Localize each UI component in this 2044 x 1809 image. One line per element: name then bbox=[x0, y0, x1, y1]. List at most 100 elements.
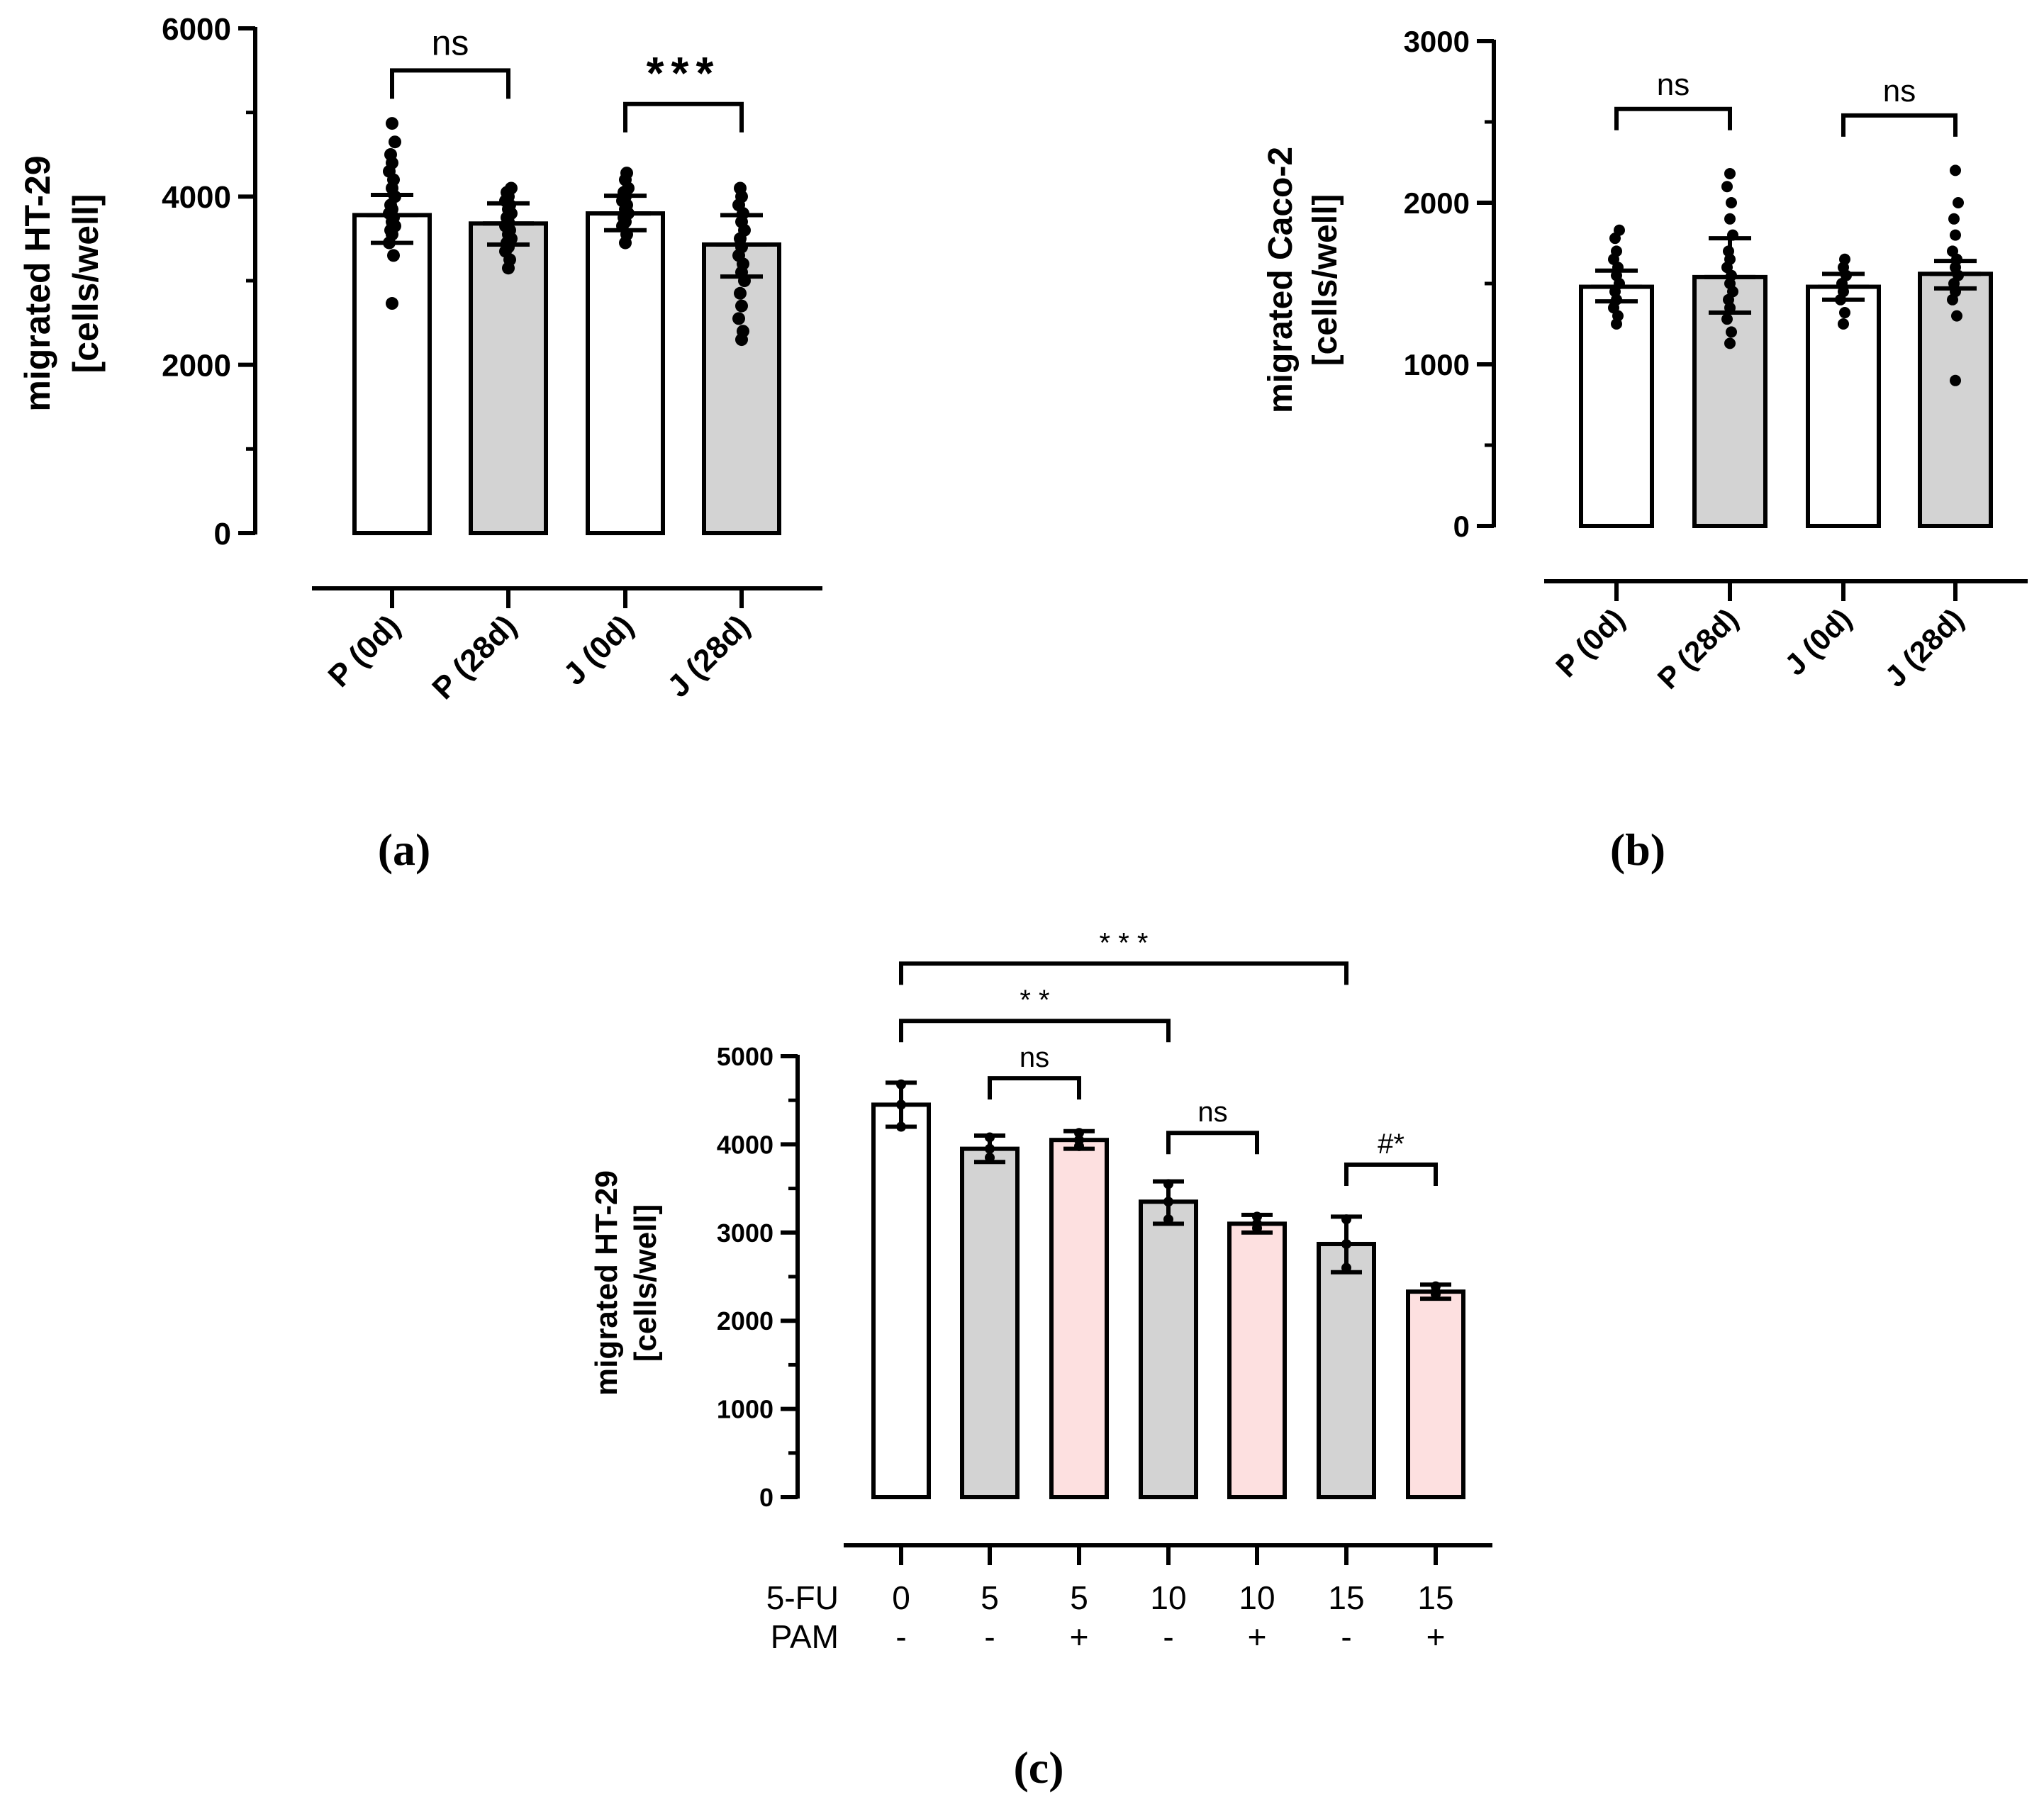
bar bbox=[1049, 1138, 1109, 1500]
y-tick-label: 1000 bbox=[1404, 348, 1470, 381]
pam-label: - bbox=[1163, 1618, 1173, 1655]
significance-label: * * * bbox=[1100, 927, 1149, 958]
data-point bbox=[732, 312, 745, 325]
data-point bbox=[386, 297, 398, 310]
data-point bbox=[1953, 197, 1964, 208]
pam-label: - bbox=[1341, 1618, 1351, 1655]
bar bbox=[1139, 1199, 1198, 1499]
data-point bbox=[734, 181, 747, 195]
data-point bbox=[734, 286, 747, 300]
row-label-5fu: 5-FU bbox=[766, 1579, 839, 1616]
data-point bbox=[1611, 245, 1622, 257]
category-label: J (28d) bbox=[1878, 602, 1970, 693]
data-point bbox=[737, 325, 749, 338]
y-tick-label: 2000 bbox=[717, 1306, 774, 1335]
y-axis-label-units: [cells/well] bbox=[1307, 194, 1344, 366]
dose-label: 5 bbox=[1070, 1579, 1088, 1616]
panel-c-chart: 0 1000 2000 3000 4000 5000 migrated HT-29 [cell… bbox=[589, 927, 1492, 1655]
data-point bbox=[389, 135, 401, 149]
data-point bbox=[1947, 245, 1958, 257]
significance-bracket bbox=[988, 1076, 1081, 1100]
significance-bracket bbox=[1344, 1163, 1438, 1187]
significance-bracket bbox=[623, 101, 744, 133]
significance-label: ns bbox=[1657, 67, 1690, 102]
panel-b-chart: 0 1000 2000 3000 migrated Caco-2 [cells/well]… bbox=[1262, 25, 2028, 695]
data-point bbox=[1950, 164, 1961, 177]
y-tick-label: 3000 bbox=[717, 1219, 774, 1248]
y-tick-label: 5000 bbox=[717, 1042, 774, 1071]
data-point bbox=[1948, 213, 1960, 225]
category-label: P (0d) bbox=[1549, 602, 1631, 683]
data-point bbox=[1724, 337, 1736, 349]
y-axis-label: migrated HT-29 bbox=[589, 1170, 624, 1396]
pam-label: + bbox=[1426, 1618, 1446, 1655]
data-point bbox=[1721, 181, 1733, 193]
significance-bracket bbox=[1614, 106, 1732, 130]
y-tick-label: 4000 bbox=[162, 180, 231, 215]
bar bbox=[586, 211, 665, 535]
category-label: J (0d) bbox=[1778, 602, 1858, 681]
bar bbox=[1227, 1221, 1287, 1499]
data-point bbox=[1838, 318, 1849, 330]
significance-label: *** bbox=[647, 47, 721, 99]
y-axis-label-units: [cells/well] bbox=[628, 1204, 663, 1362]
data-point bbox=[1839, 307, 1850, 319]
data-point bbox=[1950, 374, 1961, 386]
dose-label: 15 bbox=[1328, 1579, 1364, 1616]
significance-bracket bbox=[1841, 113, 1958, 137]
data-point bbox=[1614, 224, 1625, 236]
category-label: P (28d) bbox=[1651, 602, 1745, 695]
caption-c: (c) bbox=[1013, 1742, 1063, 1793]
pam-label: + bbox=[1070, 1618, 1089, 1655]
significance-label: ns bbox=[1883, 74, 1916, 108]
data-point bbox=[387, 249, 400, 262]
data-point bbox=[1726, 326, 1737, 338]
data-point bbox=[505, 181, 518, 195]
dose-label: 10 bbox=[1239, 1579, 1275, 1616]
y-tick-label: 0 bbox=[759, 1483, 774, 1512]
data-point bbox=[1724, 213, 1736, 225]
data-point bbox=[1951, 310, 1962, 322]
bar bbox=[352, 213, 432, 535]
bar bbox=[1317, 1241, 1376, 1500]
category-label: P (28d) bbox=[425, 608, 523, 706]
data-point bbox=[1724, 167, 1736, 179]
caption-a: (a) bbox=[378, 824, 431, 875]
pam-label: + bbox=[1248, 1618, 1267, 1655]
data-point bbox=[1839, 253, 1850, 265]
bar bbox=[1406, 1289, 1465, 1499]
data-point bbox=[1726, 197, 1737, 208]
dose-label: 0 bbox=[892, 1579, 910, 1616]
data-point bbox=[620, 167, 633, 180]
y-tick-label: 0 bbox=[1453, 510, 1470, 543]
category-label: P (0d) bbox=[322, 608, 408, 694]
data-point bbox=[1721, 313, 1733, 325]
row-label-pam: PAM bbox=[771, 1618, 839, 1655]
significance-label: #* bbox=[1378, 1128, 1404, 1160]
category-label: J (0d) bbox=[557, 608, 640, 692]
y-tick-label: 2000 bbox=[1404, 186, 1470, 220]
y-tick-label: 4000 bbox=[717, 1130, 774, 1159]
data-point bbox=[1950, 229, 1961, 241]
dose-label: 10 bbox=[1150, 1579, 1186, 1616]
significance-label: ns bbox=[432, 23, 469, 62]
pam-label: - bbox=[984, 1618, 995, 1655]
significance-label: * * bbox=[1020, 985, 1049, 1016]
y-axis-label: migrated Caco-2 bbox=[1262, 147, 1300, 413]
bar bbox=[469, 221, 548, 535]
pam-label: - bbox=[895, 1618, 906, 1655]
significance-bracket bbox=[390, 68, 510, 99]
data-point bbox=[386, 117, 398, 130]
significance-label: ns bbox=[1020, 1042, 1049, 1073]
y-tick-label: 0 bbox=[214, 517, 231, 551]
y-axis-label: migrated HT-29 bbox=[18, 155, 57, 411]
y-tick-label: 3000 bbox=[1404, 25, 1470, 58]
significance-bracket bbox=[899, 1019, 1171, 1043]
data-point bbox=[384, 148, 397, 161]
dose-label: 5 bbox=[981, 1579, 999, 1616]
bar bbox=[871, 1102, 931, 1500]
significance-bracket bbox=[1166, 1131, 1259, 1155]
bar bbox=[960, 1146, 1020, 1499]
